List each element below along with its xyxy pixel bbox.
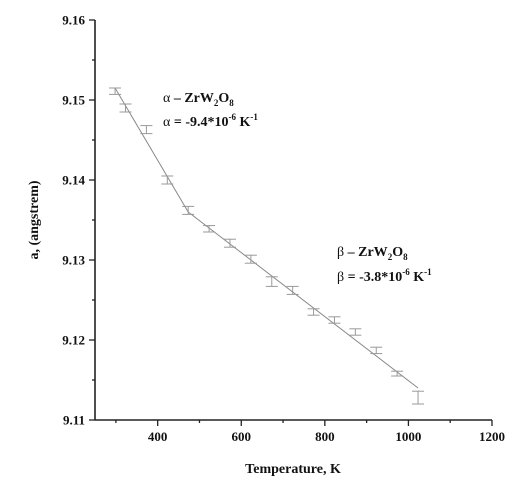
alpha-coefficient-label: α = -9.4*10-6 K-1 <box>163 112 258 130</box>
beta-equation: = -3.8*10 <box>344 270 402 285</box>
axes <box>95 20 492 420</box>
data-point <box>109 88 121 94</box>
beta-annotation: β – ZrW2O8 β = -3.8*10-6 K-1 <box>337 245 432 285</box>
beta-coefficient-label: β = -3.8*10-6 K-1 <box>337 267 432 285</box>
alpha-sub-8: 8 <box>229 98 234 108</box>
beta-formula-zrw: ZrW <box>358 245 388 260</box>
y-tick-label: 9.15 <box>62 93 85 108</box>
data-point <box>412 391 424 404</box>
alpha-dash: – <box>170 91 184 106</box>
alpha-unit: K <box>236 115 251 130</box>
y-tick-label: 9.16 <box>62 13 85 28</box>
fit-line-beta <box>188 212 418 388</box>
data-point <box>140 126 152 134</box>
data-point <box>120 104 132 112</box>
beta-formula-label: β – ZrW2O8 <box>337 245 408 262</box>
alpha-formula-o: O <box>218 91 229 106</box>
beta-symbol-2: β <box>337 270 344 285</box>
fit-lines <box>115 88 418 388</box>
alpha-annotation: α – ZrW2O8 α = -9.4*10-6 K-1 <box>163 91 258 130</box>
beta-formula-o: O <box>392 245 403 260</box>
y-axis-title: a, (angstrem) <box>27 180 42 259</box>
alpha-unit-exponent: -1 <box>250 112 258 122</box>
data-point <box>266 277 278 287</box>
x-tick-label: 600 <box>232 429 252 444</box>
data-point <box>349 329 361 335</box>
fit-line-alpha <box>115 88 188 212</box>
alpha-formula-label: α – ZrW2O8 <box>163 91 234 108</box>
data-point <box>287 286 299 294</box>
beta-unit-exponent: -1 <box>424 267 432 277</box>
alpha-formula-zrw: ZrW <box>184 91 214 106</box>
x-tick-label: 400 <box>148 429 168 444</box>
x-axis-title: Temperature, K <box>245 462 341 477</box>
beta-sub-8: 8 <box>403 252 408 262</box>
data-point <box>182 206 194 214</box>
x-tick-label: 1200 <box>479 429 505 444</box>
beta-dash: – <box>344 245 358 260</box>
beta-symbol: β <box>337 245 344 260</box>
y-tick-label: 9.11 <box>63 413 85 428</box>
data-point <box>328 317 340 323</box>
beta-unit: K <box>410 270 425 285</box>
x-tick-label: 1000 <box>395 429 421 444</box>
data-point <box>308 309 320 315</box>
alpha-equation: = -9.4*10 <box>170 115 228 130</box>
y-tick-label: 9.14 <box>62 173 85 188</box>
y-tick-label: 9.13 <box>62 253 85 268</box>
ticks: 9.11 9.12 9.13 9.14 9.15 9.16 400 600 800 1000 120… <box>62 13 505 445</box>
x-tick-label: 800 <box>315 429 335 444</box>
y-tick-label: 9.12 <box>62 333 85 348</box>
